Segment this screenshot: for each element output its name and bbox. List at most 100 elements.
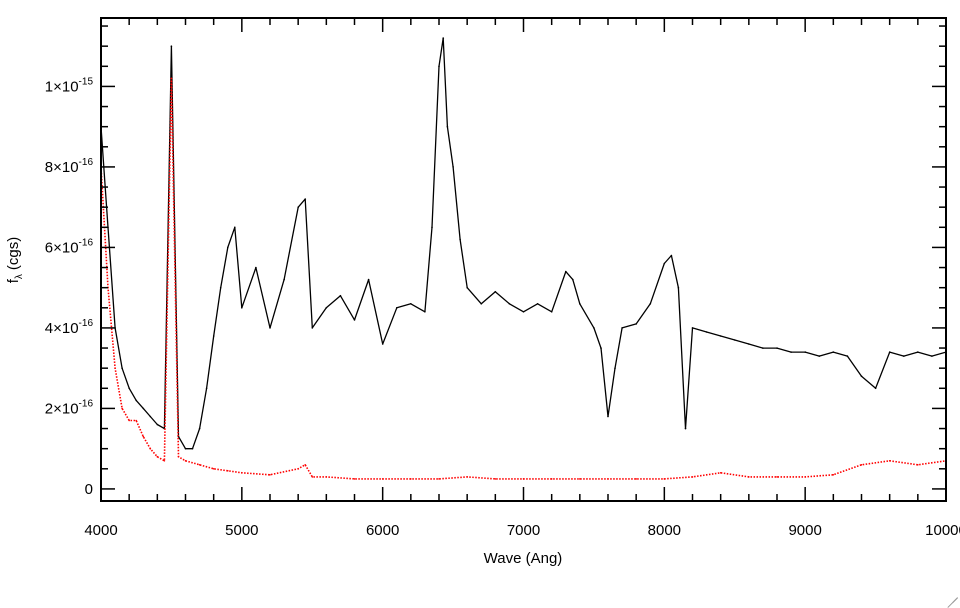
series-1-point — [832, 474, 835, 476]
series-1-point — [325, 476, 328, 478]
series-0-point — [480, 303, 483, 305]
series-1-point — [381, 478, 384, 480]
series-1-point — [149, 447, 152, 450]
x-axis-title: Wave (Ang) — [484, 550, 563, 567]
series-1-point — [241, 472, 243, 474]
x-tick-label: 4000 — [84, 522, 117, 539]
series-0-point — [325, 307, 328, 309]
series-0-point — [593, 327, 595, 329]
series-1-point — [212, 468, 215, 470]
series-0-point — [234, 226, 236, 229]
series-1-point — [438, 478, 440, 480]
series-0-point — [212, 335, 215, 337]
series-0-point — [121, 367, 123, 370]
y-tick-label: 2×10-16 — [45, 398, 94, 417]
series-1-point — [888, 460, 891, 462]
y-tick-label-base: 1×10 — [45, 78, 79, 95]
series-0-point — [649, 303, 652, 305]
series-0-point — [670, 254, 673, 257]
series-0-point — [818, 355, 821, 357]
series-1-point — [297, 468, 300, 470]
series-1-point — [917, 464, 919, 466]
series-1-point — [114, 367, 116, 370]
series-0-point — [614, 367, 616, 370]
series-0-point — [311, 327, 314, 329]
series-0-point — [410, 303, 412, 305]
y-tick-label: 1×10-15 — [45, 76, 94, 95]
y-tick-label: 0 — [85, 481, 93, 498]
y-axis-title-units: (cgs) — [5, 237, 22, 270]
series-1-point — [227, 470, 229, 472]
series-0-point — [572, 278, 574, 281]
series-0-point — [135, 399, 137, 402]
x-tick-label: 8000 — [648, 522, 681, 539]
series-1-point — [311, 476, 314, 478]
y-tick-label-exponent: -16 — [79, 237, 94, 248]
series-0-point — [635, 323, 637, 325]
series-1-point — [142, 435, 145, 438]
series-1-point — [719, 472, 722, 474]
series-0-point — [466, 286, 469, 289]
series-0-point — [776, 347, 778, 349]
series-line-0 — [101, 37, 946, 450]
y-tick-label-exponent: -16 — [79, 157, 94, 168]
series-1-point — [804, 476, 806, 478]
resize-grip-icon[interactable] — [946, 586, 958, 598]
y-ticks: 02×10-164×10-166×10-168×10-161×10-15 — [45, 25, 946, 498]
y-axis-title-main: f — [5, 278, 22, 283]
series-0-point — [128, 387, 130, 390]
series-0-point — [156, 423, 159, 426]
series-0-point — [219, 286, 222, 289]
series-1-point — [410, 478, 412, 480]
series-0-point — [459, 238, 461, 241]
series-0-point — [170, 45, 173, 47]
series-1-point — [198, 464, 201, 466]
y-tick-label-exponent: -16 — [79, 398, 94, 409]
series-1-point — [607, 478, 609, 480]
series-0-point — [917, 351, 919, 353]
y-axis-title-sub: λ — [14, 274, 25, 279]
series-0-point — [931, 355, 933, 357]
y-tick-label-base: 6×10 — [45, 239, 79, 256]
series-1-point — [860, 464, 863, 466]
series-0-point — [283, 278, 285, 281]
series-0-point — [452, 166, 454, 168]
series-0-point — [227, 246, 229, 249]
series-1-point — [466, 476, 469, 478]
series-0-point — [860, 375, 863, 378]
series-1-point — [776, 476, 778, 478]
series-0-point — [550, 311, 553, 313]
series-0-point — [446, 125, 449, 128]
series-1-point — [663, 478, 666, 480]
series-1-point — [522, 478, 525, 480]
series-0-point — [621, 327, 623, 329]
series-line-1 — [101, 77, 946, 480]
series-0-point — [241, 307, 243, 309]
series-1-point — [579, 478, 581, 480]
series-1-point — [163, 460, 166, 462]
series-0-point — [607, 415, 609, 418]
series-0-point — [734, 339, 736, 341]
series-0-point — [269, 327, 271, 329]
series-0-point — [804, 351, 806, 353]
plot-frame — [100, 17, 947, 502]
x-tick-label: 5000 — [225, 522, 258, 539]
series-group — [101, 37, 946, 480]
series-0-point — [255, 266, 257, 269]
series-0-point — [874, 387, 877, 390]
y-axis-title: fλ (cgs) — [5, 237, 25, 284]
series-0-point — [184, 447, 187, 450]
series-0-point — [748, 343, 750, 345]
series-0-point — [353, 319, 356, 321]
series-1-point — [691, 476, 694, 478]
series-0-point — [705, 331, 708, 333]
series-1-point — [748, 476, 750, 478]
x-tick-label: 9000 — [788, 522, 821, 539]
series-0-point — [381, 343, 384, 345]
plot-area — [101, 37, 946, 480]
series-1-point — [353, 478, 356, 480]
series-1-point — [170, 77, 173, 80]
series-1-point — [121, 407, 123, 410]
